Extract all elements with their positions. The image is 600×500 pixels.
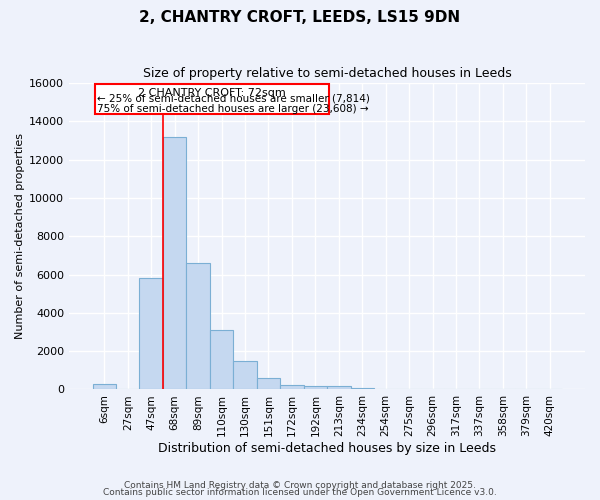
Bar [187, 263, 210, 390]
Text: 2, CHANTRY CROFT, LEEDS, LS15 9DN: 2, CHANTRY CROFT, LEEDS, LS15 9DN [139, 10, 461, 25]
Title: Size of property relative to semi-detached houses in Leeds: Size of property relative to semi-detach… [143, 68, 511, 80]
Text: Contains public sector information licensed under the Open Government Licence v3: Contains public sector information licen… [103, 488, 497, 497]
Bar [374, 388, 397, 390]
Bar [163, 136, 187, 390]
Bar [95, 84, 329, 114]
Bar [327, 386, 350, 390]
Bar [304, 386, 327, 390]
Text: 2 CHANTRY CROFT: 72sqm: 2 CHANTRY CROFT: 72sqm [139, 88, 286, 98]
Text: Contains HM Land Registry data © Crown copyright and database right 2025.: Contains HM Land Registry data © Crown c… [124, 480, 476, 490]
Bar [139, 278, 163, 390]
Bar [210, 330, 233, 390]
Y-axis label: Number of semi-detached properties: Number of semi-detached properties [15, 134, 25, 340]
Bar [350, 388, 374, 390]
Bar [92, 384, 116, 390]
Bar [257, 378, 280, 390]
Text: ← 25% of semi-detached houses are smaller (7,814): ← 25% of semi-detached houses are smalle… [97, 94, 370, 104]
Bar [280, 384, 304, 390]
Text: 75% of semi-detached houses are larger (23,608) →: 75% of semi-detached houses are larger (… [97, 104, 369, 114]
X-axis label: Distribution of semi-detached houses by size in Leeds: Distribution of semi-detached houses by … [158, 442, 496, 455]
Bar [233, 360, 257, 390]
